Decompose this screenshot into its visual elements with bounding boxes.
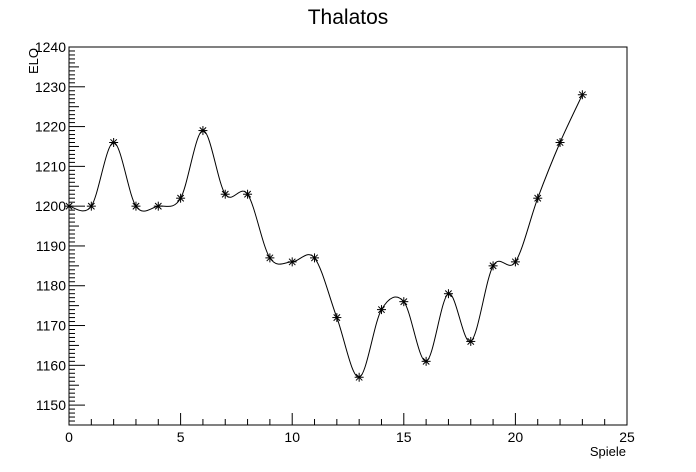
y-tick-label: 1150: [36, 397, 66, 413]
data-point: [310, 253, 320, 263]
y-tick-label: 1180: [36, 278, 66, 294]
y-tick-label: 1240: [35, 39, 66, 55]
data-point: [332, 313, 342, 323]
data-point: [354, 372, 364, 382]
data-point: [421, 356, 431, 366]
data-point: [265, 253, 275, 263]
x-tick-labels: 0 5 10 15 20 25: [65, 429, 635, 445]
data-point: [109, 137, 119, 147]
data-point: [399, 297, 409, 307]
data-point: [577, 90, 587, 100]
y-tick-labels: 1150 1160 1170 1180 1190 1200 1210 1220 1230 1240: [35, 39, 66, 413]
data-point: [243, 189, 253, 199]
plot-frame: [68, 46, 628, 426]
chart-title: Thalatos: [308, 6, 389, 29]
data-point: [287, 257, 297, 267]
data-points: [64, 90, 587, 382]
y-tick-label: 1190: [36, 238, 66, 254]
y-tick-label: 1220: [35, 119, 66, 135]
data-point: [510, 257, 520, 267]
y-tick-label: 1210: [35, 158, 66, 174]
x-tick-label: 20: [508, 429, 524, 445]
data-point: [488, 261, 498, 271]
data-point: [443, 289, 453, 299]
data-point: [86, 201, 96, 211]
data-point: [376, 305, 386, 315]
x-axis-label: Spiele: [590, 444, 626, 459]
y-tick-label: 1230: [35, 79, 66, 95]
x-tick-label: 25: [619, 429, 635, 445]
data-point: [153, 201, 163, 211]
x-tick-label: 10: [284, 429, 300, 445]
x-tick-label: 15: [396, 429, 412, 445]
x-tick-label: 0: [65, 429, 73, 445]
y-tick-label: 1170: [36, 318, 66, 334]
y-tick-label: 1200: [35, 198, 66, 214]
axis-ticks: [68, 46, 628, 426]
data-point: [466, 336, 476, 346]
y-tick-label: 1160: [36, 357, 66, 373]
data-point: [555, 137, 565, 147]
data-point: [64, 201, 74, 211]
x-tick-label: 5: [177, 429, 185, 445]
data-point: [220, 189, 230, 199]
data-point: [198, 126, 208, 136]
data-point: [533, 193, 543, 203]
data-point: [131, 201, 141, 211]
series-line: [68, 94, 583, 378]
data-point: [176, 193, 186, 203]
y-axis-label: ELO: [26, 48, 41, 74]
